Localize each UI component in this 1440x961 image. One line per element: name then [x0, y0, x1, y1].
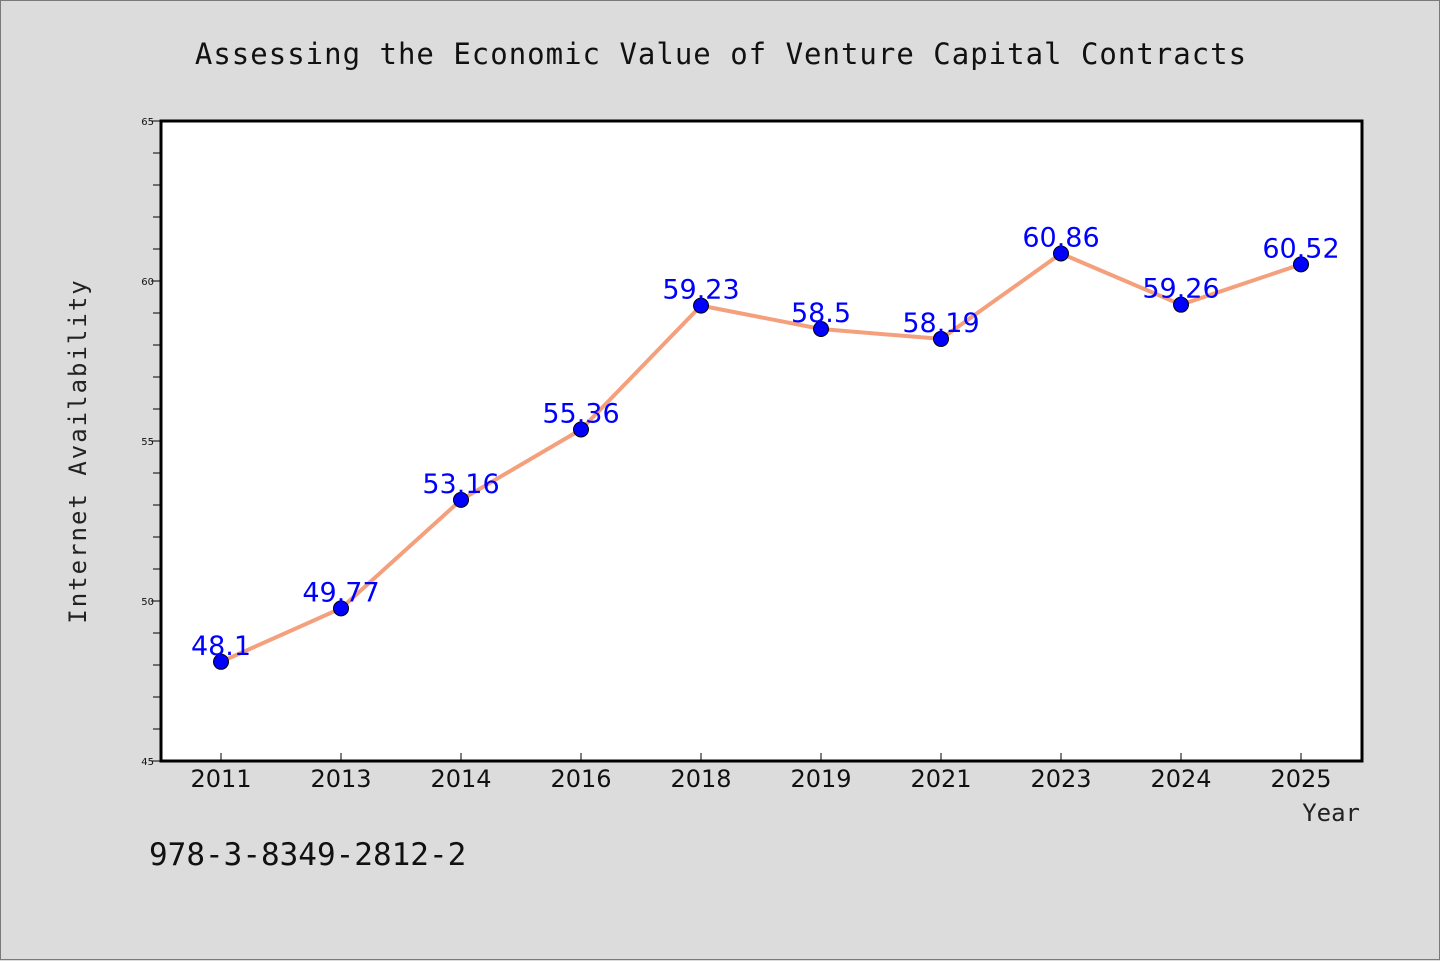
x-tick-label: 2025: [1270, 765, 1331, 793]
data-label: 49.77: [302, 577, 379, 608]
data-point-marker: [1173, 296, 1189, 313]
chart-title: Assessing the Economic Value of Venture …: [195, 37, 1247, 71]
x-axis-title: Year: [1302, 799, 1360, 827]
data-point-marker: [213, 653, 229, 670]
data-point-marker: [453, 491, 469, 508]
x-tick-label: 2023: [1030, 765, 1091, 793]
footnote-isbn: 978-3-8349-2812-2: [149, 837, 466, 873]
x-tick-label: 2016: [550, 765, 611, 793]
x-tick-label: 2014: [430, 765, 491, 793]
data-label: 58.19: [902, 308, 979, 339]
data-point-marker: [813, 321, 829, 337]
y-tick-label: 65: [141, 117, 154, 128]
y-axis: 45 50 55 60 65: [141, 117, 161, 768]
data-label: 60.52: [1262, 233, 1339, 264]
data-label: 59.26: [1142, 274, 1219, 305]
data-point-marker: [333, 600, 349, 617]
y-tick-label: 60: [141, 277, 154, 288]
data-label: 55.36: [542, 398, 619, 429]
data-point-marker: [933, 330, 949, 347]
x-tick-label: 2019: [790, 765, 851, 793]
y-tick-label: 50: [141, 597, 154, 608]
series-line: [219, 251, 1303, 664]
data-label: 58.5: [791, 298, 851, 329]
x-tick-label: 2018: [670, 765, 731, 793]
y-tick-label: 55: [141, 437, 154, 448]
data-point-marker: [1053, 245, 1069, 262]
x-tick-label: 2013: [310, 765, 371, 793]
data-label: 59.23: [662, 275, 739, 306]
data-point-marker: [693, 297, 709, 314]
data-label: 48.1: [191, 631, 251, 662]
y-tick-label: 45: [141, 757, 154, 768]
x-tick-label: 2024: [1150, 765, 1211, 793]
data-label: 53.16: [422, 469, 499, 500]
y-axis-title: Internet Availability: [64, 278, 92, 623]
x-tick-label: 2021: [910, 765, 971, 793]
data-label: 60.86: [1022, 222, 1099, 253]
data-series: [213, 245, 1309, 670]
data-point-marker: [573, 421, 589, 438]
plot-area: [159, 119, 1364, 763]
x-tick-label: 2011: [190, 765, 251, 793]
data-point-marker: [1293, 256, 1309, 273]
x-axis: 2011 2013 2014 2016 2018 2019 2021 2023 2024 2025: [190, 753, 1332, 793]
data-labels: 48.1 49.77 53.16 55.36 59.23 58.5 58.19 60.86 59…: [191, 222, 1340, 661]
